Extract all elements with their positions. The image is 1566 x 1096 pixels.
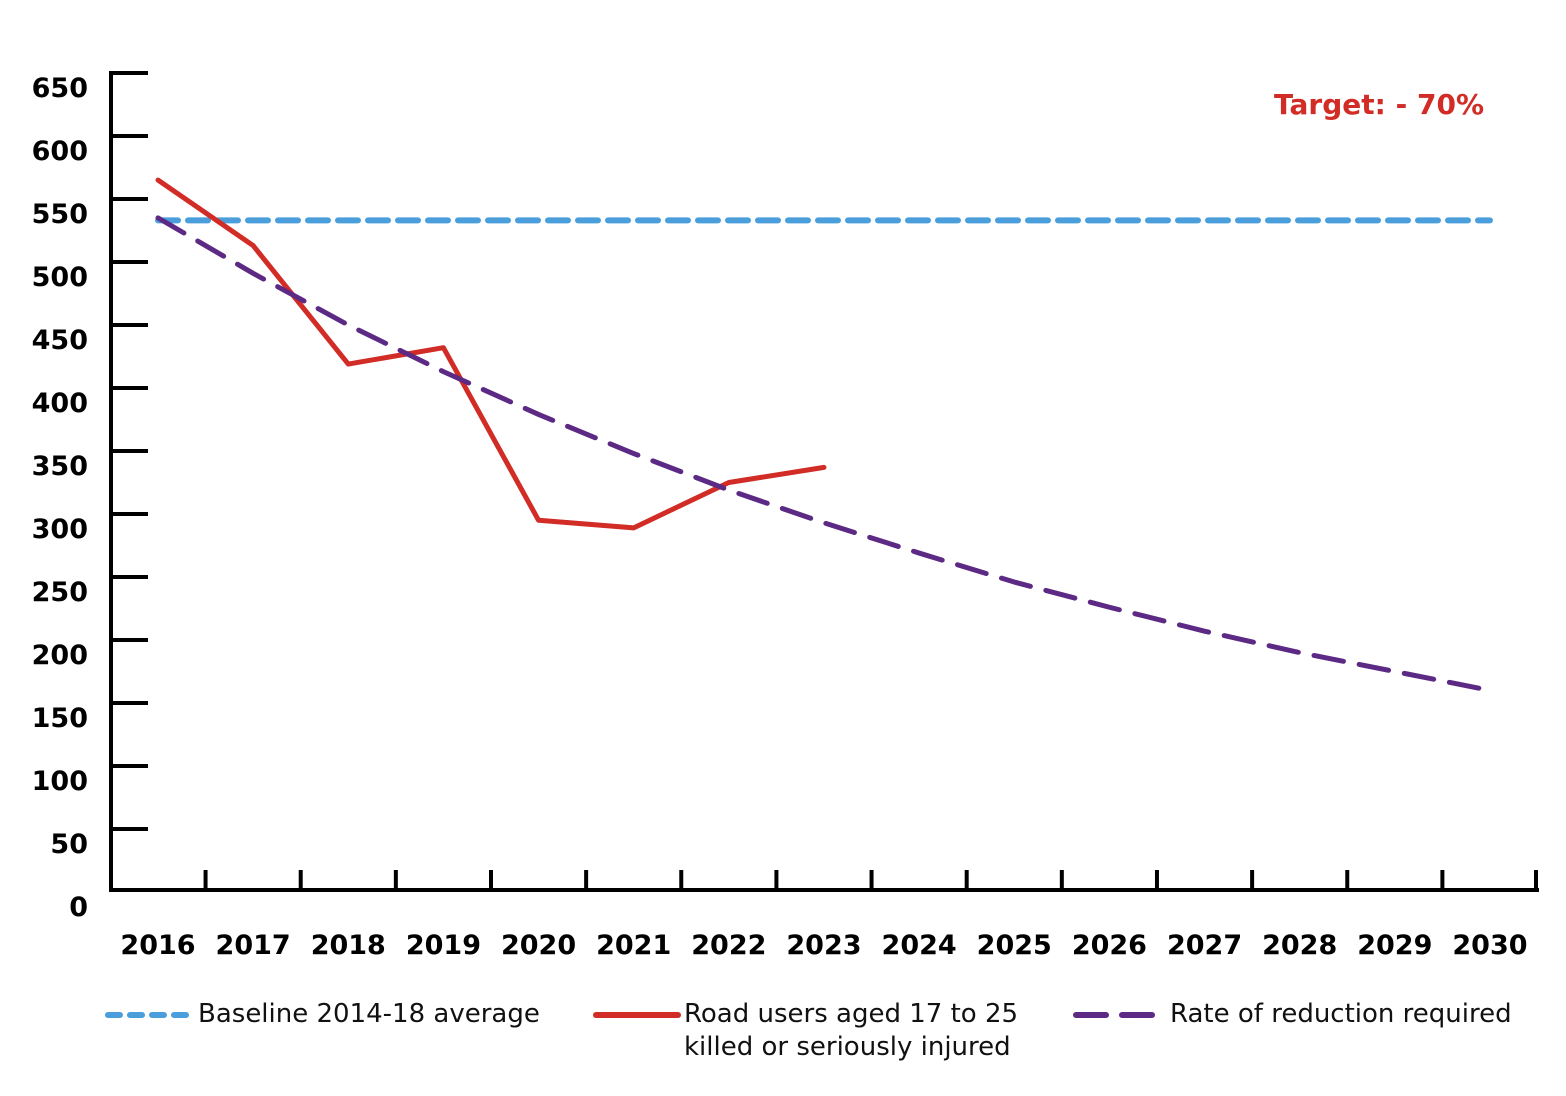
x-tick-label: 2028 [1262,930,1337,961]
annotation-target: Target: - 70% [1274,88,1484,121]
y-tick-label: 450 [32,325,88,356]
x-tick-label: 2023 [786,930,861,961]
y-tick-label: 300 [32,514,88,545]
x-tick-label: 2027 [1167,930,1242,961]
y-tick-label: 150 [32,703,88,734]
x-tick-label: 2026 [1072,930,1147,961]
y-tick-label: 500 [32,262,88,293]
x-tick-label: 2025 [977,930,1052,961]
x-tick-label: 2018 [311,930,386,961]
legend-label: Road users aged 17 to 25 [684,999,1018,1029]
x-tick-label: 2019 [406,930,481,961]
series-line-1 [155,177,827,531]
y-tick-label: 250 [32,577,88,608]
x-tick-label: 2029 [1357,930,1432,961]
y-tick-label: 650 [32,73,88,104]
y-tick-label: 200 [32,640,88,671]
y-tick-label: 550 [32,199,88,230]
x-tick-label: 2021 [596,930,671,961]
y-tick-label: 350 [32,451,88,482]
legend-label: Rate of reduction required [1170,999,1512,1029]
y-tick-label: 400 [32,388,88,419]
x-tick-label: 2016 [120,930,195,961]
series-line-2 [155,215,1493,693]
y-tick-label: 100 [32,766,88,797]
x-tick-label: 2024 [882,930,957,961]
y-tick-label: 50 [50,829,88,860]
y-tick-label: 0 [69,892,88,923]
legend-label: Baseline 2014-18 average [198,999,540,1029]
x-tick-label: 2017 [216,930,291,961]
legend-label: killed or seriously injured [684,1032,1011,1062]
y-tick-label: 600 [32,136,88,167]
x-tick-label: 2020 [501,930,576,961]
x-tick-label: 2030 [1452,930,1527,961]
x-tick-label: 2022 [691,930,766,961]
